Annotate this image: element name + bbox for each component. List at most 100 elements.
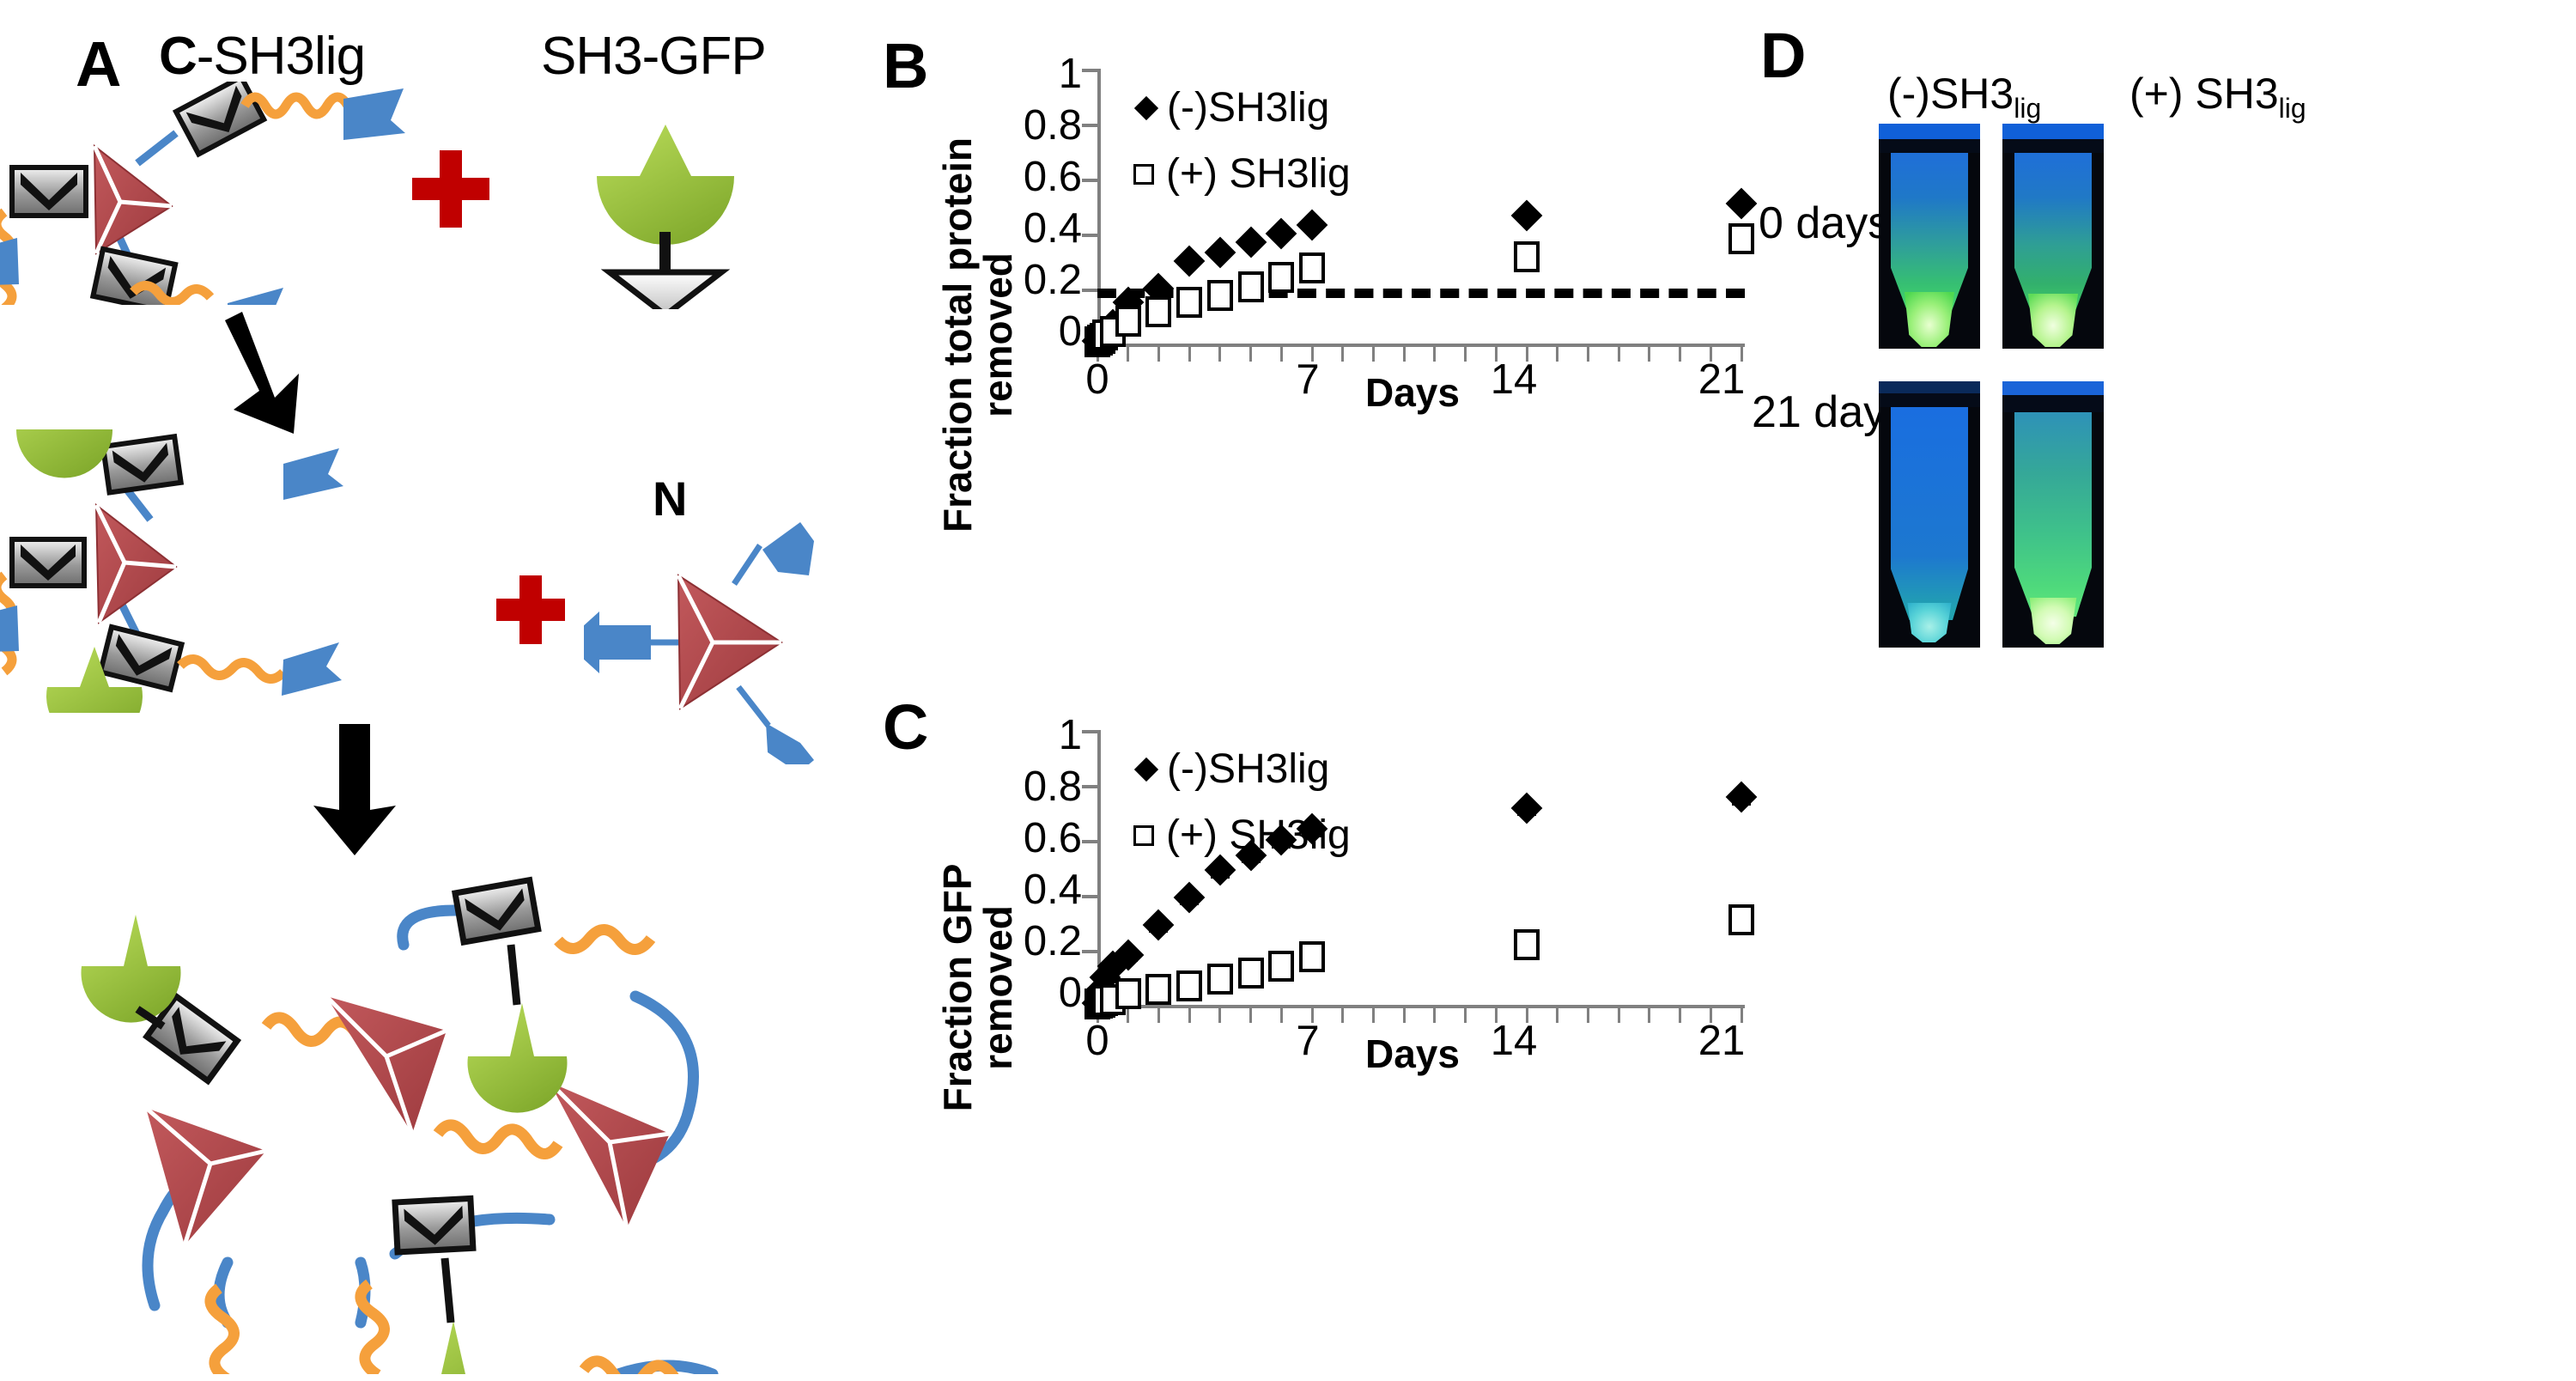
xtick-mark [1310, 1008, 1314, 1023]
data-point-plus-sh3lig [1115, 306, 1141, 338]
xtick-mark [1433, 347, 1437, 362]
ytick-mark [1082, 730, 1097, 733]
xtick-mark [1402, 1008, 1406, 1023]
data-point-plus-sh3lig [1237, 958, 1264, 989]
panel-b-y-axis [1097, 69, 1101, 345]
data-point-plus-sh3lig [1145, 974, 1172, 1006]
gfp-pac-icon [16, 429, 112, 478]
panel-b-x-axis [1097, 344, 1745, 347]
plus-symbol-2 [496, 575, 565, 644]
data-point-plus-sh3lig [1206, 963, 1233, 995]
blue-flag-icon [762, 522, 814, 575]
clamp-icon [9, 537, 87, 588]
col-label-sub: lig [2278, 93, 2306, 124]
panel-b-xtick-14: 14 [1490, 356, 1538, 403]
blue-flag-icon [766, 723, 814, 764]
gfp-pac-icon [467, 1003, 568, 1113]
panel-c-x-axis [1097, 1005, 1745, 1008]
gfp-bound-monomer-diagram [0, 429, 343, 713]
clamp-icon [9, 165, 88, 218]
n-terminal-label: N [653, 471, 688, 526]
data-point-minus-sh3lig [1143, 909, 1175, 941]
ytick-mark [1082, 840, 1097, 843]
panel-b-reference-line-02 [1097, 289, 1745, 298]
data-point-minus-sh3lig [1235, 226, 1267, 258]
xtick-mark [1127, 1008, 1130, 1023]
coil-icon [177, 654, 287, 684]
panel-a-schematic: A C-SH3lig SH3-GFP [0, 0, 867, 1381]
ytick-mark [1082, 124, 1097, 127]
data-point-plus-sh3lig [1514, 928, 1540, 960]
data-point-minus-sh3lig [1204, 237, 1236, 269]
panel-c-data-points [876, 687, 1758, 1340]
data-point-plus-sh3lig [1728, 903, 1754, 935]
data-point-plus-sh3lig [1176, 970, 1203, 1001]
plus-symbol-1 [412, 150, 489, 228]
arrow-down-icon-1 [225, 312, 299, 434]
xtick-mark [1371, 1008, 1375, 1023]
xtick-mark [1157, 347, 1160, 362]
data-point-minus-sh3lig [1173, 881, 1206, 914]
panel-b-ytick-0: 0 [1058, 308, 1082, 355]
xtick-mark [1740, 347, 1743, 362]
blue-flag-icon [283, 448, 343, 500]
data-point-plus-sh3lig [1268, 262, 1295, 294]
panel-c-xtick-14: 14 [1490, 1018, 1538, 1064]
blue-flag-icon [282, 642, 342, 696]
data-point-minus-sh3lig [1296, 812, 1328, 845]
coil-icon [240, 92, 352, 119]
xtick-mark [1402, 347, 1406, 362]
xtick-mark [1433, 1008, 1437, 1023]
panel-b-legend-plus: (+) SH3lig [1133, 150, 1351, 198]
xtick-mark [1740, 1008, 1743, 1023]
trimer-icon [548, 1080, 671, 1229]
clamp-icon [392, 1195, 477, 1256]
blue-flag-icon [228, 288, 283, 305]
xtick-mark [1341, 1008, 1345, 1023]
col-label-main: (+) SH3 [2129, 70, 2279, 118]
xtick-mark [1279, 1008, 1283, 1023]
data-point-plus-sh3lig [1145, 296, 1172, 328]
data-point-plus-sh3lig [1268, 951, 1295, 983]
panel-b-ytick-06: 0.6 [1023, 154, 1082, 200]
ytick-mark [1082, 950, 1097, 953]
hydrogel-network-diagram [81, 876, 719, 1374]
gfp-stem [135, 944, 521, 1323]
trimer-icon [94, 502, 178, 624]
panel-c-ytick-04: 0.4 [1023, 867, 1082, 913]
panel-a-gfp-label: SH3-GFP [541, 27, 767, 86]
panel-c-ytick-08: 0.8 [1023, 764, 1082, 810]
data-point-minus-sh3lig [1510, 792, 1543, 824]
xtick-mark [1617, 1008, 1620, 1023]
xtick-mark [1525, 347, 1528, 362]
clamp-icon [143, 992, 242, 1086]
col-label-sub: lig [2014, 93, 2042, 124]
panel-c-ytick-06: 0.6 [1023, 815, 1082, 861]
data-point-plus-sh3lig [1728, 223, 1754, 255]
panel-c-letter: C [883, 691, 929, 763]
square-marker-icon [1133, 824, 1154, 846]
trimer-icon [144, 1106, 267, 1246]
panel-b-x-axis-title: Days [1365, 370, 1460, 415]
xtick-mark [1679, 1008, 1682, 1023]
panel-a-title-prefix: C [159, 27, 197, 86]
tube-0days-plus [2002, 124, 2104, 349]
clamp-icon [172, 82, 268, 158]
xtick-mark [1157, 1008, 1160, 1023]
xtick-mark [1464, 1008, 1467, 1023]
data-point-minus-sh3lig [1235, 839, 1267, 871]
panel-c-y-axis [1097, 730, 1101, 1007]
panel-c-xtick-0: 0 [1085, 1018, 1109, 1064]
xtick-mark [1617, 347, 1620, 362]
blue-flag-icon [0, 238, 19, 285]
legend-label-minus: (-)SH3lig [1167, 85, 1330, 131]
panel-b-ytick-04: 0.4 [1023, 205, 1082, 252]
panel-b-ytick-02: 0.2 [1023, 257, 1082, 303]
ytick-mark [1082, 289, 1097, 292]
data-point-plus-sh3lig [1299, 941, 1325, 972]
xtick-mark [1586, 347, 1589, 362]
data-point-minus-sh3lig [1265, 824, 1297, 856]
data-point-plus-sh3lig [1514, 241, 1540, 273]
panel-b-ytick-08: 0.8 [1023, 102, 1082, 149]
panel-d-col-label-minus: (-)SH3lig [1887, 69, 2041, 125]
